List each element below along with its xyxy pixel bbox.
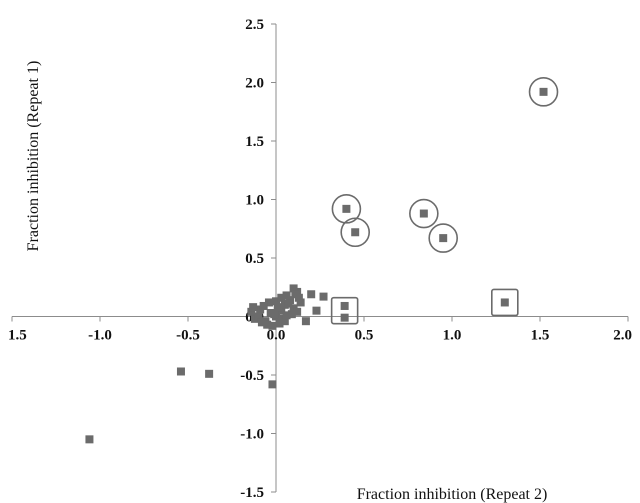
data-point (340, 301, 349, 310)
data-point (293, 307, 302, 316)
data-point (287, 310, 296, 319)
data-point (272, 297, 280, 306)
highlight-circle (528, 77, 559, 107)
data-point (319, 292, 328, 301)
data-point (284, 299, 293, 308)
points-layer (85, 87, 548, 444)
x-tick-label: 0.0 (267, 328, 286, 344)
x-tick-label: 1.5 (531, 328, 550, 344)
annotation-layer (330, 77, 559, 325)
data-point (539, 87, 548, 96)
x-tick-label: -1.0 (88, 328, 112, 344)
data-point (351, 228, 360, 237)
y-tick-label: 1.5 (245, 134, 264, 150)
y-tick-label: -1.5 (240, 485, 264, 501)
y-tick-label: 2.5 (245, 17, 264, 33)
x-tick-label: 2.0 (613, 328, 632, 344)
data-point (280, 317, 289, 326)
data-point (282, 291, 291, 300)
data-point (270, 310, 279, 319)
data-point (291, 290, 300, 299)
data-point (259, 301, 268, 310)
y-axis-title: Fraction inhibition (Repeat 1) (25, 61, 42, 252)
data-point (282, 311, 291, 320)
highlight-circle (428, 223, 459, 253)
data-point (249, 303, 258, 312)
data-point (247, 307, 256, 316)
data-point (273, 303, 282, 312)
y-ticks: 2.52.01.51.00.50.0-0.5-1.0-1.5 (240, 17, 276, 501)
data-point (176, 367, 185, 376)
highlight-circle (409, 198, 439, 229)
highlight-circle (331, 194, 362, 224)
data-point (500, 298, 509, 307)
data-point (289, 284, 298, 293)
x-ticks: 1.5 -1.0 -0.5 0.0 0.5 1.0 1.5 2.0 (8, 316, 632, 344)
data-point (301, 317, 310, 326)
y-tick-label: 2.0 (245, 76, 264, 92)
data-point (85, 435, 94, 444)
y-tick-label: -1.0 (240, 427, 264, 443)
data-point (275, 319, 284, 328)
data-point (268, 380, 277, 389)
data-point (342, 204, 351, 213)
data-point (307, 290, 316, 299)
x-axis-title: Fraction inhibition (Repeat 2) (357, 486, 548, 503)
y-tick-label: 1.0 (245, 193, 264, 209)
highlight-circle (340, 217, 371, 248)
data-point (268, 321, 277, 330)
highlight-square (490, 288, 519, 317)
data-point (439, 234, 448, 243)
data-point (312, 306, 321, 315)
data-point (254, 312, 263, 321)
axes (12, 24, 628, 492)
x-tick-label: 1.5 (8, 328, 27, 344)
data-point (257, 318, 266, 327)
data-point (263, 320, 272, 329)
data-point (296, 298, 305, 307)
data-point (340, 313, 349, 322)
data-point (419, 209, 428, 218)
x-tick-label: 0.5 (355, 328, 374, 344)
highlight-square (330, 296, 359, 325)
x-tick-label: -0.5 (176, 328, 200, 344)
data-point (277, 293, 286, 302)
y-tick-label: -0.5 (240, 368, 264, 384)
x-tick-label: 1.0 (443, 328, 462, 344)
y-tick-label: 0.5 (245, 251, 264, 267)
data-point (264, 298, 273, 307)
data-point (205, 369, 214, 378)
